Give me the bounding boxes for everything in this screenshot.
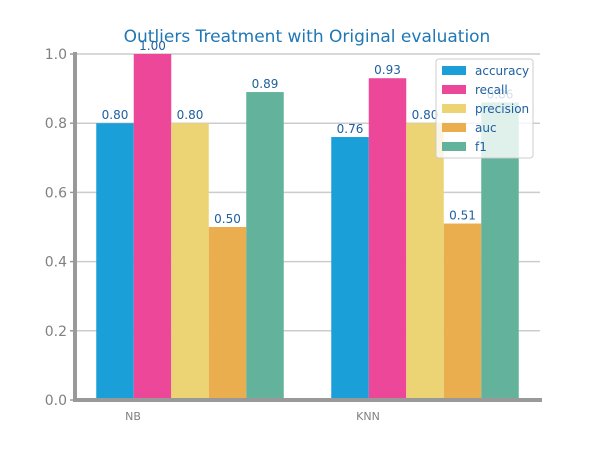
legend-swatch-precision <box>442 104 466 113</box>
data-label-recall-nb: 1.00 <box>139 39 166 53</box>
legend-swatch-f1 <box>442 142 466 151</box>
y-tick-label: 0.0 <box>45 393 67 409</box>
x-tick-label: KNN <box>356 410 380 423</box>
axes <box>73 52 542 402</box>
legend-label-precision: precision <box>475 102 529 116</box>
bar-precision-knn <box>406 123 444 400</box>
legend-swatch-accuracy <box>442 66 466 75</box>
chart-title: Outliers Treatment with Original evaluat… <box>124 27 491 47</box>
legend-label-f1: f1 <box>475 140 487 154</box>
data-label-auc-knn: 0.51 <box>449 209 476 223</box>
data-label-accuracy-knn: 0.76 <box>337 122 364 136</box>
legend: accuracy recall precision auc f1 <box>435 58 534 159</box>
legend-swatch-auc <box>442 123 466 132</box>
x-axis-ticks: NB KNN <box>125 410 380 423</box>
bar-auc-knn <box>443 223 482 400</box>
legend-label-auc: auc <box>475 121 497 135</box>
bar-accuracy-nb <box>96 123 134 400</box>
y-tick-label: 0.4 <box>45 255 67 271</box>
x-tick-label: NB <box>125 410 141 423</box>
y-tick-label: 0.2 <box>45 324 67 340</box>
data-labels: 0.801.000.800.500.890.760.930.800.510.86 <box>102 39 514 226</box>
legend-box <box>435 58 534 159</box>
legend-swatch-recall <box>442 85 466 94</box>
data-label-precision-knn: 0.80 <box>412 108 439 122</box>
bar-recall-nb <box>133 54 172 400</box>
data-label-precision-nb: 0.80 <box>177 108 204 122</box>
bar-accuracy-knn <box>331 137 369 401</box>
legend-label-recall: recall <box>475 83 508 97</box>
y-tick-label: 1.0 <box>45 47 67 63</box>
y-tick-label: 0.6 <box>45 185 67 201</box>
bars <box>96 54 519 401</box>
legend-label-accuracy: accuracy <box>475 64 529 78</box>
data-label-f1-nb: 0.89 <box>252 77 279 91</box>
y-axis-ticks: 0.0 0.2 0.4 0.6 0.8 1.0 <box>45 47 75 409</box>
data-label-auc-nb: 0.50 <box>214 212 241 226</box>
y-tick-label: 0.8 <box>45 116 67 132</box>
data-label-accuracy-nb: 0.80 <box>102 108 129 122</box>
bar-recall-knn <box>368 78 407 400</box>
bar-auc-nb <box>208 227 247 400</box>
data-label-recall-knn: 0.93 <box>374 63 401 77</box>
bar-f1-nb <box>246 92 284 400</box>
bar-precision-nb <box>171 123 209 400</box>
